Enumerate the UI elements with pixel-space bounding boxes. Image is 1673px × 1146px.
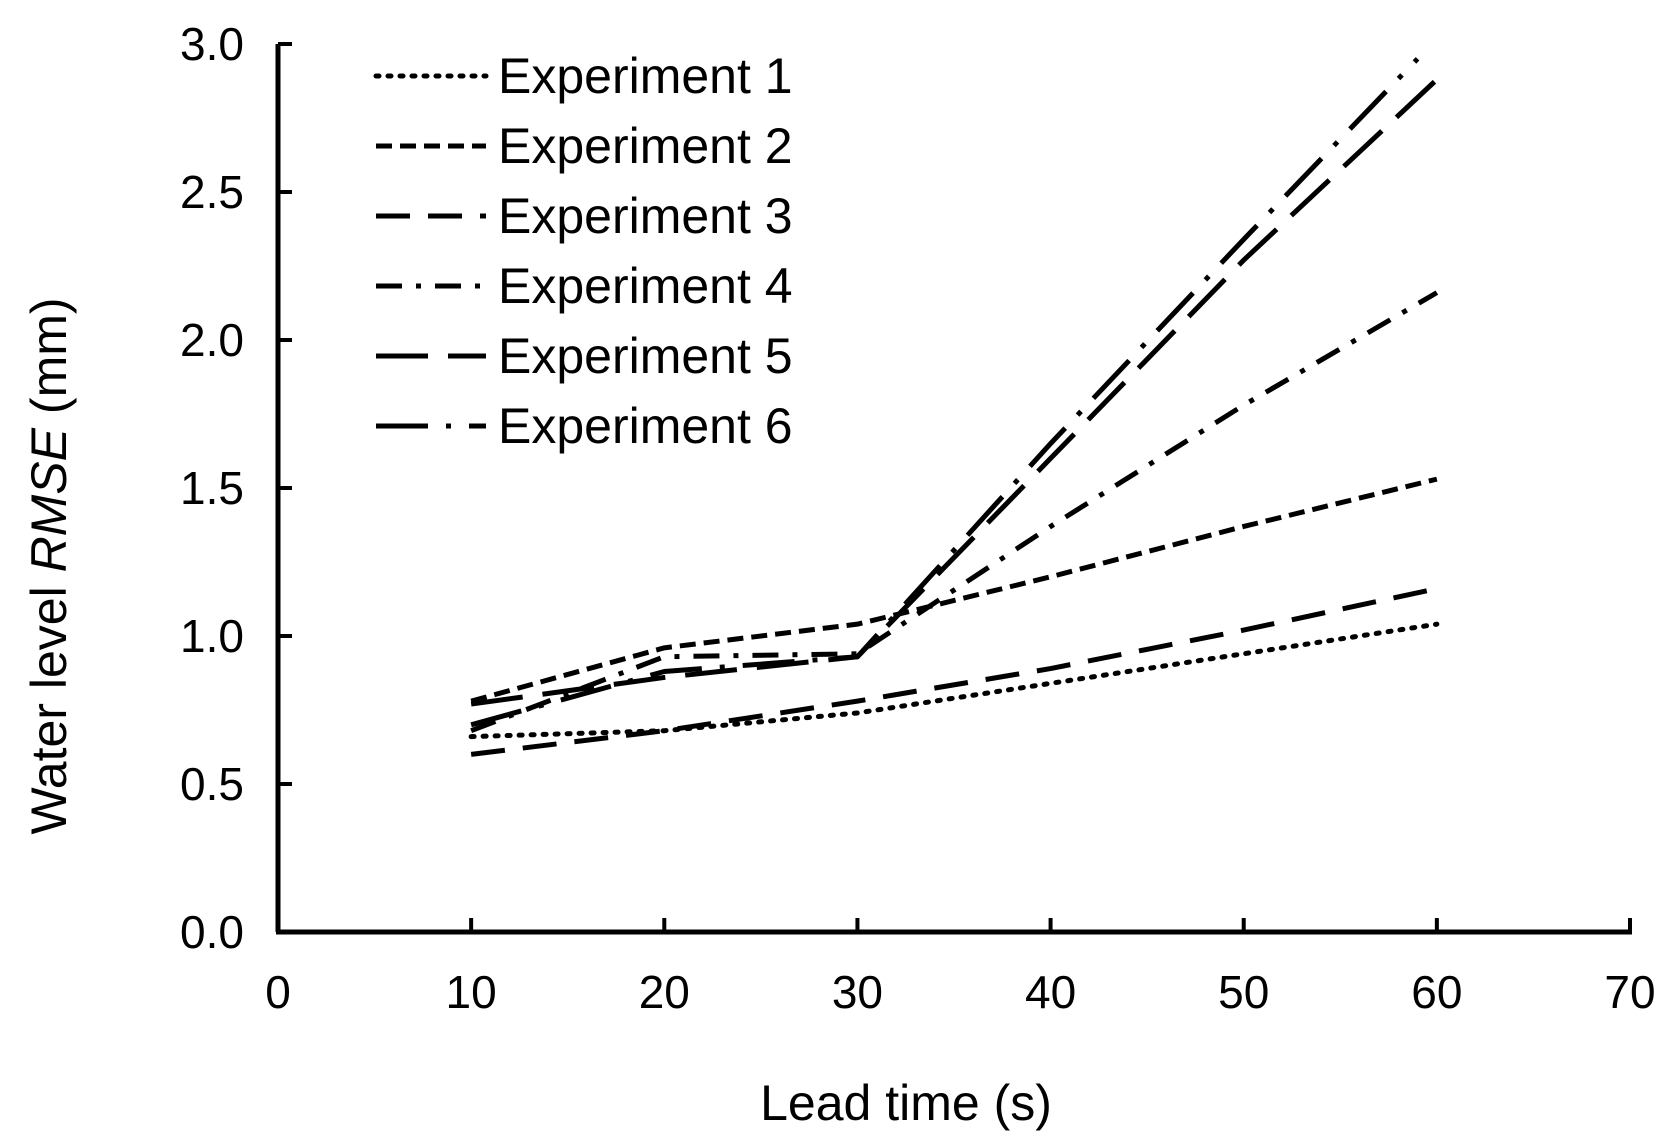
y-axis-title-suffix: (mm) [21, 297, 77, 428]
y-tick-label: 1.0 [180, 610, 244, 662]
series-line-experiment-1 [468, 621, 1440, 740]
series-group [468, 57, 1440, 757]
legend-label-experiment-5: Experiment 5 [498, 328, 793, 384]
series-line-experiment-4 [470, 290, 1439, 734]
y-tick-label: 3.0 [180, 18, 244, 70]
x-tick-label: 50 [1218, 966, 1269, 1018]
axes: 0 10 20 30 40 50 60 70 0.0 0.5 1.0 1.5 2.0 2.5 3.0 [180, 18, 1656, 1018]
y-tick-label: 2.5 [180, 166, 244, 218]
x-tick-label: 20 [639, 966, 690, 1018]
x-tick-label: 70 [1604, 966, 1655, 1018]
series-line-experiment-3 [470, 586, 1438, 757]
x-tick-label: 40 [1025, 966, 1076, 1018]
x-tick-label: 60 [1411, 966, 1462, 1018]
legend-label-experiment-1: Experiment 1 [498, 48, 793, 104]
x-ticks: 0 10 20 30 40 50 60 70 [265, 918, 1656, 1018]
y-ticks: 0.0 0.5 1.0 1.5 2.0 2.5 3.0 [180, 18, 292, 958]
y-axis-title: Water level RMSE (mm) [21, 297, 77, 834]
x-tick-label: 0 [265, 966, 291, 1018]
y-tick-label: 2.0 [180, 314, 244, 366]
y-axis-title-prefix: Water level [21, 572, 77, 834]
y-axis-title-italic: RMSE [21, 427, 77, 572]
legend-label-experiment-3: Experiment 3 [498, 188, 793, 244]
series-line-experiment-6 [470, 57, 1420, 728]
legend-label-experiment-2: Experiment 2 [498, 118, 793, 174]
legend-label-experiment-4: Experiment 4 [498, 258, 793, 314]
y-tick-label: 0.5 [180, 758, 244, 810]
legend-label-experiment-6: Experiment 6 [498, 398, 793, 454]
series-line-experiment-2 [470, 476, 1438, 704]
x-tick-label: 30 [832, 966, 883, 1018]
x-axis-title: Lead time (s) [760, 1075, 1052, 1131]
y-tick-label: 1.5 [180, 462, 244, 514]
legend: Experiment 1 Experiment 2 Experiment 3 Expe… [373, 48, 793, 454]
y-tick-label: 0.0 [180, 906, 244, 958]
x-tick-label: 10 [446, 966, 497, 1018]
